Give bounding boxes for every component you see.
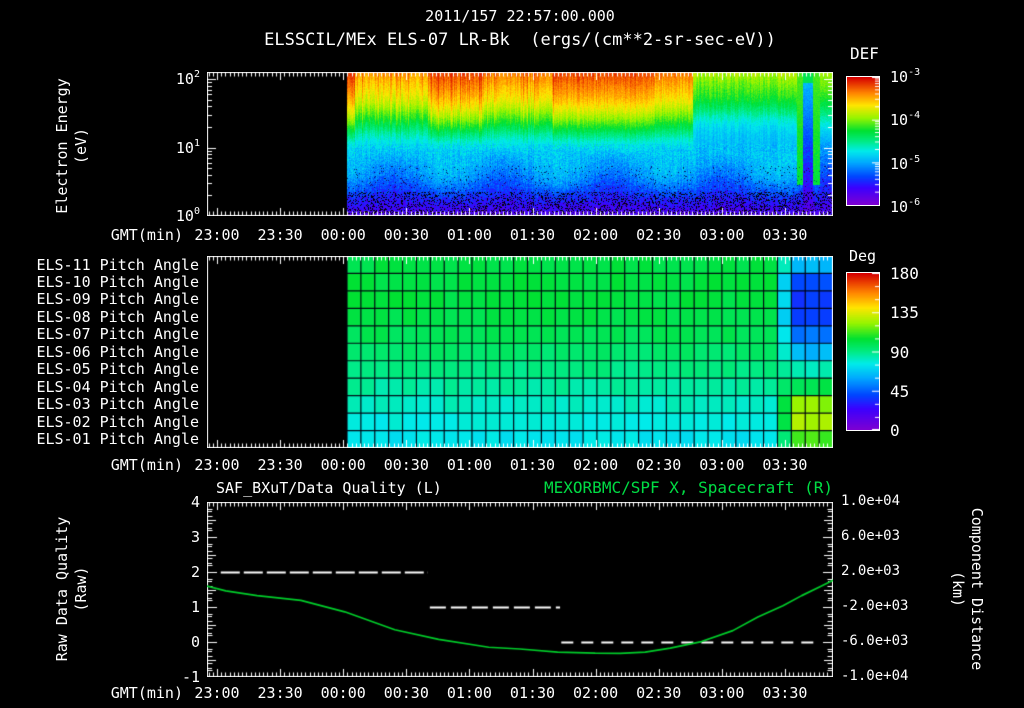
bottom-right-series-title: MEXORBMC/SPF X, Spacecraft (R) [544, 478, 833, 497]
gmt-tick-label: 03:30 [762, 226, 808, 244]
gmt-tick-label: 00:00 [320, 456, 366, 474]
energy-tick-label-exp: 1 [193, 137, 200, 149]
gmt-tick-label: 01:00 [446, 456, 492, 474]
quality-tick-label: 1 [190, 598, 200, 616]
deg-colorbar [846, 272, 880, 431]
pitch-angle-row-label: ELS-07 Pitch Angle [36, 325, 199, 344]
def-colorbar-tick-label-exp: -3 [908, 67, 921, 78]
gmt-tick-label: 00:30 [383, 684, 429, 702]
gmt-tick-label: 01:30 [509, 684, 556, 702]
timestamp-title: 2011/157 22:57:00.000 [425, 7, 615, 25]
gmt-tick-label: 02:00 [573, 456, 619, 474]
gmt-tick-label: 03:30 [762, 456, 808, 474]
distance-tick-label: -2.0e+03 [841, 598, 909, 614]
energy-tick-label: 101 [175, 137, 200, 157]
pitch-angle-row-label: ELS-03 Pitch Angle [36, 395, 199, 414]
gmt-tick-label: 00:30 [383, 226, 429, 244]
deg-colorbar-tick-label: 135 [890, 303, 919, 323]
gmt-tick-label: 03:00 [699, 456, 745, 474]
def-colorbar [846, 76, 880, 206]
pitch-angle-row-label: ELS-08 Pitch Angle [36, 307, 199, 326]
gmt-axis-label: GMT(min) [110, 456, 183, 474]
pitch-angle-row-label: ELS-01 Pitch Angle [36, 430, 199, 448]
pitch-angle-row-label: ELS-05 Pitch Angle [36, 360, 199, 379]
gmt-tick-label: 02:30 [636, 456, 682, 474]
distance-axis-title-line1: Component Distance [968, 507, 986, 671]
pitch-angle-row-label: ELS-02 Pitch Angle [36, 412, 199, 431]
energy-axis-title: Electron Energy (eV) [52, 36, 92, 256]
deg-colorbar-tick-label: 90 [890, 342, 910, 362]
gmt-tick-label: 03:00 [699, 226, 745, 244]
gmt-tick-label: 00:00 [320, 684, 366, 702]
quality-tick-label: 0 [190, 633, 200, 651]
distance-tick-label: -1.0e+04 [841, 668, 909, 684]
gmt-tick-label: 23:30 [257, 456, 303, 474]
def-colorbar-tick-label: 10-5 [890, 153, 921, 173]
gmt-tick-label: 02:30 [636, 684, 682, 702]
quality-axis-title-line1: Raw Data Quality [53, 516, 71, 662]
pitch-angle-row-label: ELS-11 Pitch Angle [36, 255, 199, 274]
pitch-angle-row-label: ELS-10 Pitch Angle [36, 272, 199, 291]
energy-axis-title-line2: (eV) [72, 127, 90, 165]
main-title: ELSSCIL/MEx ELS-07 LR-Bk (ergs/(cm**2-sr… [264, 30, 776, 50]
distance-tick-label: 1.0e+04 [841, 493, 901, 509]
gmt-tick-label: 00:00 [320, 226, 366, 244]
gmt-tick-label: 03:00 [699, 684, 745, 702]
pitch-angle-grid-canvas [207, 256, 833, 448]
distance-axis-title: Component Distance (km) [947, 469, 987, 708]
gmt-tick-label: 02:00 [573, 226, 619, 244]
deg-colorbar-tick-label: 180 [890, 264, 919, 283]
gmt-axis-label: GMT(min) [110, 226, 183, 244]
gmt-tick-label: 23:30 [257, 684, 303, 702]
def-colorbar-tick-label-exp: -5 [908, 153, 921, 165]
gmt-tick-label: 01:30 [509, 226, 556, 244]
energy-tick-label-exp: 2 [193, 69, 200, 80]
gmt-tick-label: 01:00 [446, 684, 492, 702]
gmt-tick-label: 02:30 [636, 226, 682, 244]
gmt-axis-label: GMT(min) [110, 684, 183, 702]
gmt-tick-label: 01:30 [509, 456, 556, 474]
gmt-tick-label: 01:00 [446, 226, 492, 244]
bottom-left-series-title: SAF_BXuT/Data Quality (L) [216, 479, 442, 497]
gmt-tick-label: 02:00 [573, 684, 619, 702]
electron-energy-spectrogram-canvas [207, 72, 833, 216]
deg-colorbar-title: Deg [849, 247, 877, 265]
gmt-tick-label: 00:30 [383, 456, 429, 474]
def-colorbar-tick-label-exp: -4 [908, 110, 921, 122]
gmt-tick-label: 23:30 [257, 226, 303, 244]
def-colorbar-title: DEF [850, 44, 879, 63]
quality-tick-label: 4 [190, 493, 200, 511]
deg-colorbar-tick-label: 0 [890, 421, 900, 440]
pitch-angle-row-label: ELS-04 Pitch Angle [36, 377, 199, 396]
pitch-angle-row-label: ELS-09 Pitch Angle [36, 290, 199, 309]
distance-axis-title-line2: (km) [949, 570, 967, 608]
distance-tick-label: 2.0e+03 [841, 563, 901, 579]
quality-distance-plot-canvas [207, 502, 833, 677]
quality-tick-label: 3 [190, 528, 200, 546]
quality-axis-title-line2: (Raw) [72, 566, 90, 612]
distance-tick-label: -6.0e+03 [841, 633, 909, 649]
deg-colorbar-tick-label: 45 [890, 381, 910, 401]
def-colorbar-tick-label-exp: -6 [908, 196, 921, 208]
distance-tick-label: 6.0e+03 [841, 528, 901, 544]
def-colorbar-tick-label: 10-4 [890, 110, 921, 130]
gmt-tick-label: 23:00 [194, 226, 240, 244]
gmt-tick-label: 23:00 [194, 456, 240, 474]
gmt-tick-label: 23:00 [194, 684, 240, 702]
quality-tick-label: 2 [190, 563, 200, 581]
energy-tick-label: 100 [175, 206, 200, 225]
def-colorbar-tick-label: 10-3 [890, 67, 921, 86]
energy-tick-label-exp: 0 [193, 206, 200, 217]
def-colorbar-tick-label: 10-6 [890, 196, 921, 216]
quality-axis-title: Raw Data Quality (Raw) [52, 479, 92, 699]
pitch-angle-row-label: ELS-06 Pitch Angle [36, 342, 199, 361]
energy-tick-label: 102 [175, 69, 200, 88]
quality-tick-label: -1 [181, 668, 200, 686]
gmt-tick-label: 03:30 [762, 684, 808, 702]
energy-axis-title-line1: Electron Energy [53, 78, 71, 214]
